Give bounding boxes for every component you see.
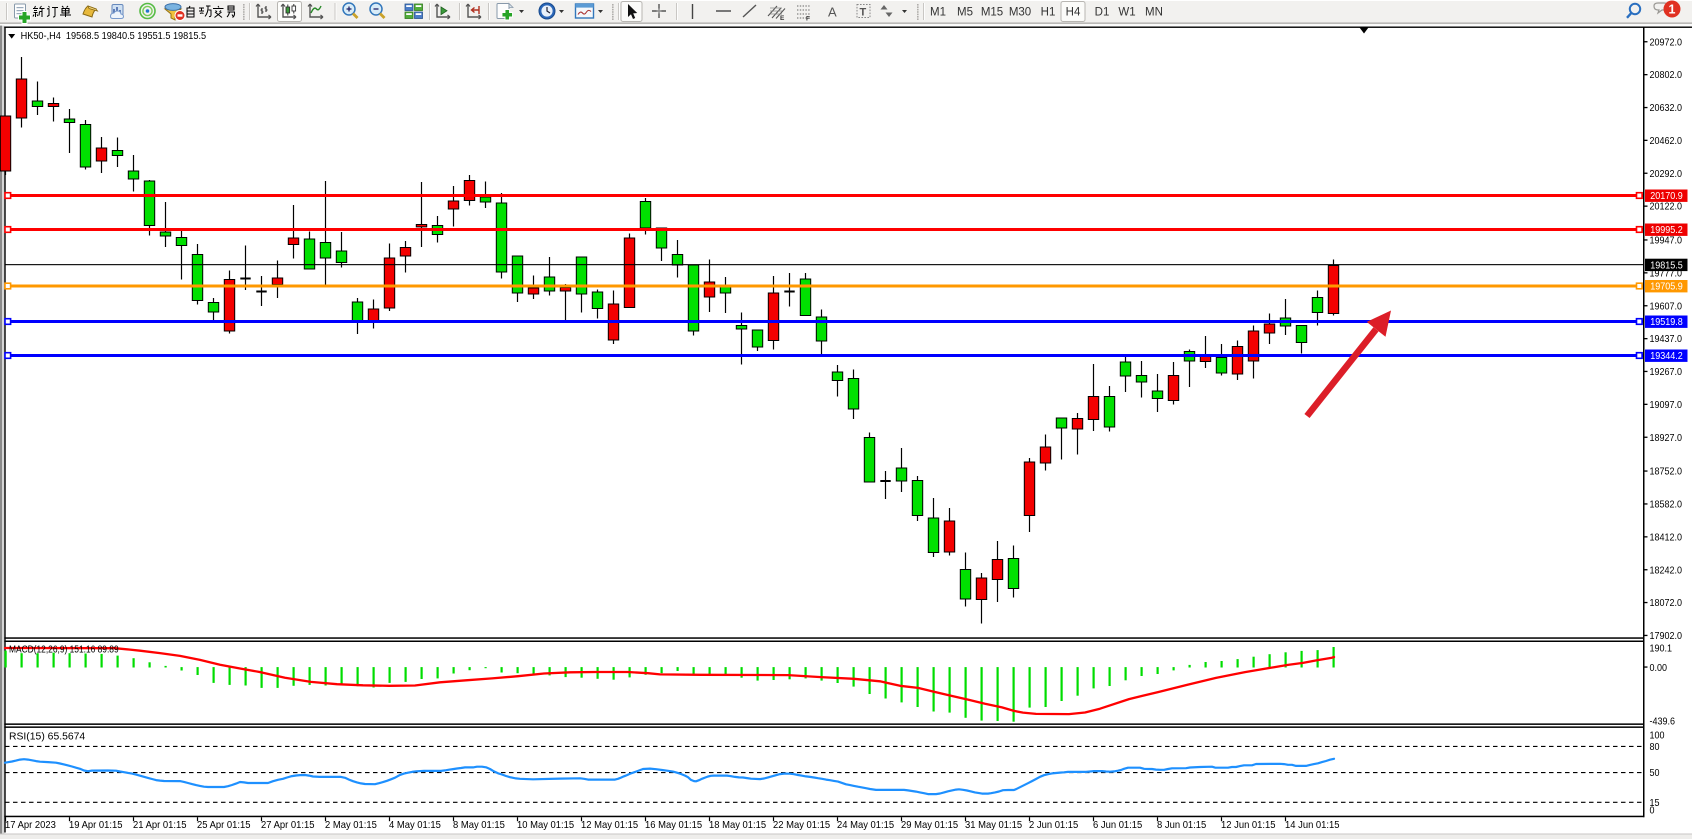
svg-text:50: 50 — [1650, 768, 1660, 780]
svg-text:1: 1 — [1669, 3, 1676, 17]
svg-text:18 May 01:15: 18 May 01:15 — [709, 820, 767, 832]
svg-text:MN: MN — [1145, 7, 1163, 19]
svg-text:M15: M15 — [981, 7, 1003, 19]
svg-text:2 Jun 01:15: 2 Jun 01:15 — [1029, 820, 1079, 832]
svg-text:20462.0: 20462.0 — [1650, 135, 1682, 147]
svg-text:20122.0: 20122.0 — [1650, 201, 1682, 213]
svg-text:21 Apr 01:15: 21 Apr 01:15 — [133, 820, 187, 832]
svg-text:RSI(15) 65.5674: RSI(15) 65.5674 — [9, 731, 85, 742]
svg-text:18072.0: 18072.0 — [1650, 598, 1682, 610]
svg-text:8 May 01:15: 8 May 01:15 — [453, 820, 505, 832]
svg-text:24 May 01:15: 24 May 01:15 — [837, 820, 895, 832]
svg-text:27 Apr 01:15: 27 Apr 01:15 — [261, 820, 315, 832]
svg-text:12 Jun 01:15: 12 Jun 01:15 — [1221, 820, 1276, 832]
svg-text:19705.9: 19705.9 — [1650, 281, 1682, 293]
svg-text:M30: M30 — [1009, 7, 1031, 19]
svg-text:8 Jun 01:15: 8 Jun 01:15 — [1157, 820, 1207, 832]
svg-text:20632.0: 20632.0 — [1650, 103, 1682, 115]
svg-text:10 May 01:15: 10 May 01:15 — [517, 820, 575, 832]
svg-text:22 May 01:15: 22 May 01:15 — [773, 820, 831, 832]
svg-text:H1: H1 — [1041, 7, 1056, 19]
svg-text:F: F — [806, 16, 810, 23]
svg-text:W1: W1 — [1118, 7, 1135, 19]
svg-text:17 Apr 2023: 17 Apr 2023 — [5, 820, 56, 832]
svg-text:16 May 01:15: 16 May 01:15 — [645, 820, 703, 832]
svg-text:MACD(12,26,9) 151.16 89.89: MACD(12,26,9) 151.16 89.89 — [9, 644, 119, 656]
svg-text:20170.9: 20170.9 — [1650, 191, 1682, 203]
svg-text:0: 0 — [1650, 805, 1655, 817]
svg-text:19267.0: 19267.0 — [1650, 367, 1682, 379]
svg-text:A: A — [828, 5, 837, 20]
svg-text:31 May 01:15: 31 May 01:15 — [965, 820, 1023, 832]
svg-text:20802.0: 20802.0 — [1650, 70, 1682, 82]
svg-text:18582.0: 18582.0 — [1650, 499, 1682, 511]
svg-text:19097.0: 19097.0 — [1650, 399, 1682, 411]
svg-text:T: T — [860, 7, 867, 19]
svg-text:19437.0: 19437.0 — [1650, 334, 1682, 346]
svg-text:18927.0: 18927.0 — [1650, 432, 1682, 444]
svg-text:17902.0: 17902.0 — [1650, 631, 1682, 643]
svg-text:18242.0: 18242.0 — [1650, 565, 1682, 577]
svg-text:14 Jun 01:15: 14 Jun 01:15 — [1285, 820, 1340, 832]
svg-text:4 May 01:15: 4 May 01:15 — [389, 820, 441, 832]
svg-text:12 May 01:15: 12 May 01:15 — [581, 820, 639, 832]
svg-text:19947.0: 19947.0 — [1650, 235, 1682, 247]
svg-text:18412.0: 18412.0 — [1650, 532, 1682, 544]
svg-text:M1: M1 — [930, 7, 946, 19]
svg-text:18752.0: 18752.0 — [1650, 466, 1682, 478]
svg-text:20292.0: 20292.0 — [1650, 168, 1682, 180]
svg-text:E: E — [780, 15, 785, 22]
svg-text:D1: D1 — [1095, 7, 1110, 19]
svg-text:0.00: 0.00 — [1650, 662, 1668, 674]
svg-text:100: 100 — [1650, 730, 1665, 742]
svg-text:19777.0: 19777.0 — [1650, 268, 1682, 280]
svg-text:29 May 01:15: 29 May 01:15 — [901, 820, 959, 832]
svg-text:19607.0: 19607.0 — [1650, 301, 1682, 313]
svg-text:6 Jun 01:15: 6 Jun 01:15 — [1093, 820, 1143, 832]
svg-text:HK50-,H4 19568.5 19840.5 1955: HK50-,H4 19568.5 19840.5 19551.5 19815.5 — [21, 30, 207, 42]
svg-text:19995.2: 19995.2 — [1650, 225, 1682, 237]
svg-text:19 Apr 01:15: 19 Apr 01:15 — [69, 820, 123, 832]
svg-text:2 May 01:15: 2 May 01:15 — [325, 820, 377, 832]
svg-text:19815.5: 19815.5 — [1650, 260, 1682, 272]
svg-text:80: 80 — [1650, 742, 1660, 754]
svg-text:15: 15 — [1650, 798, 1660, 810]
svg-text:190.1: 190.1 — [1650, 643, 1672, 655]
svg-text:19344.2: 19344.2 — [1650, 351, 1682, 363]
svg-text:H4: H4 — [1066, 7, 1081, 19]
svg-text:M5: M5 — [957, 7, 973, 19]
svg-text:20972.0: 20972.0 — [1650, 37, 1682, 49]
svg-text:19519.8: 19519.8 — [1650, 317, 1682, 329]
svg-text:-439.6: -439.6 — [1650, 716, 1675, 728]
svg-text:25 Apr 01:15: 25 Apr 01:15 — [197, 820, 251, 832]
